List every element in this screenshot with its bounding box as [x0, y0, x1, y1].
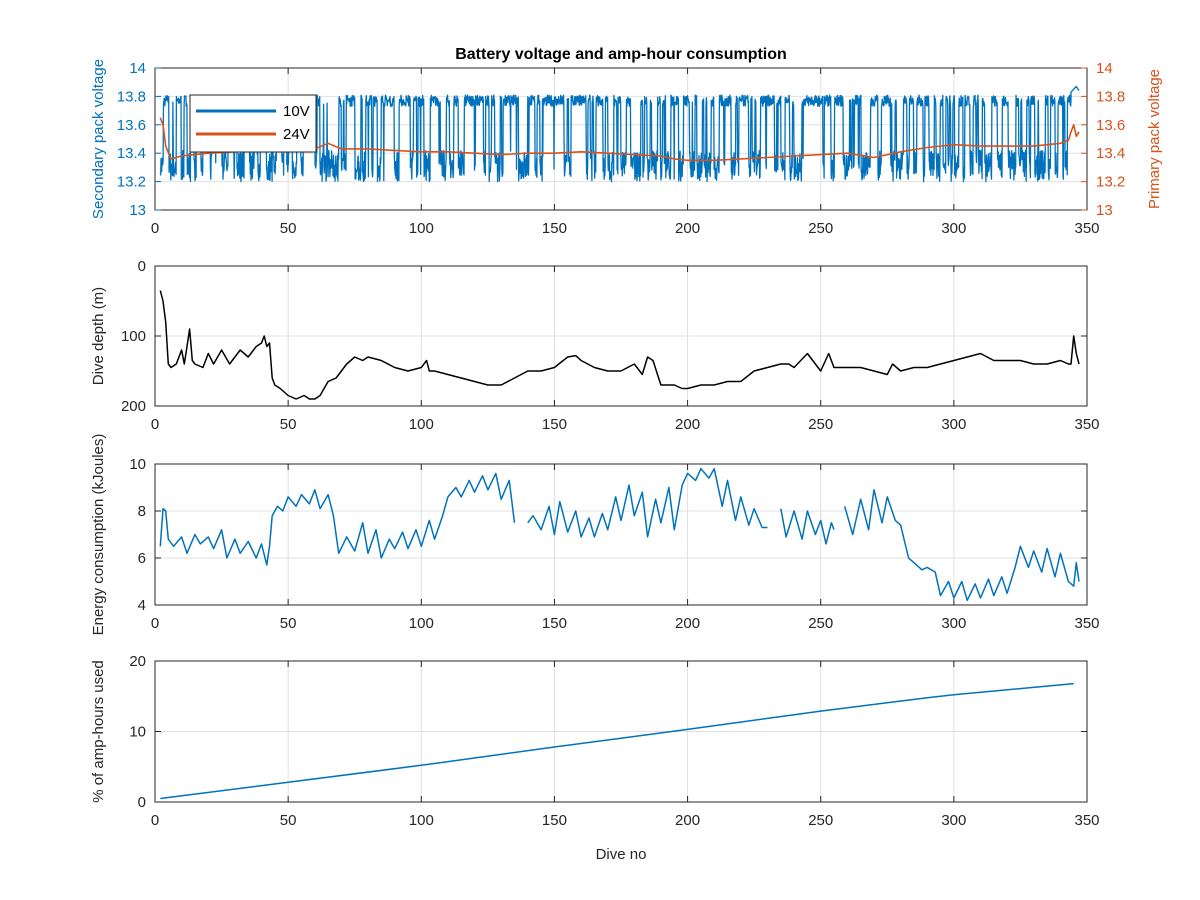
- depth-xtick-label: 100: [409, 416, 434, 433]
- energy-panel: 0 50 100 150 200 250 300 350 4 6 8 10 Energy consum…: [90, 434, 1100, 636]
- energy-ytick-label: 4: [138, 597, 146, 614]
- energy-grid: [155, 464, 1087, 605]
- amphours-xtick-label: 300: [941, 812, 966, 829]
- amphours-ytick-label: 20: [129, 653, 146, 670]
- depth-ytick-label: 100: [121, 328, 146, 345]
- voltage-ytick-right-label: 13: [1096, 202, 1113, 219]
- series-line-energy: [159, 467, 1080, 602]
- amphours-axis-label: % of amp-hours used: [90, 660, 107, 803]
- energy-ytick-label: 6: [138, 550, 146, 567]
- depth-xtick-label: 350: [1074, 416, 1099, 433]
- energy-series: [159, 467, 1080, 602]
- amphours-xtick-label: 0: [151, 812, 159, 829]
- legend-label-10v: 10V: [283, 103, 310, 120]
- voltage-ytick-label: 13.6: [117, 117, 146, 134]
- voltage-ytick-right-label: 13.4: [1096, 145, 1125, 162]
- primary-voltage-axis-label: Primary pack voltage: [1146, 69, 1163, 209]
- amphours-xtick-label: 50: [280, 812, 297, 829]
- depth-ytick-label: 0: [138, 258, 146, 275]
- voltage-xtick-label: 150: [542, 220, 567, 237]
- voltage-xtick-label: 250: [808, 220, 833, 237]
- amphours-grid: [155, 661, 1087, 802]
- depth-xtick-label: 150: [542, 416, 567, 433]
- energy-xtick-label: 200: [675, 615, 700, 632]
- legend-box: [189, 94, 317, 153]
- amphours-xtick-label: 250: [808, 812, 833, 829]
- voltage-legend: 10V 24V: [189, 94, 317, 153]
- amphours-panel: 0 50 100 150 200 250 300 350 0 10 20 % of amp-hour…: [90, 653, 1100, 863]
- voltage-xtick-label: 100: [409, 220, 434, 237]
- voltage-tick-labels: 0 50 100 150 200 250 300 3501313.213.413.613.81…: [117, 60, 1125, 237]
- depth-ytick-label: 200: [121, 398, 146, 415]
- voltage-xtick-label: 300: [941, 220, 966, 237]
- voltage-ytick-label: 13: [129, 202, 146, 219]
- energy-xtick-label: 250: [808, 615, 833, 632]
- energy-xtick-label: 100: [409, 615, 434, 632]
- voltage-ytick-label: 14: [129, 60, 146, 77]
- energy-xtick-label: 150: [542, 615, 567, 632]
- depth-xtick-label: 250: [808, 416, 833, 433]
- energy-ytick-label: 8: [138, 503, 146, 520]
- voltage-xtick-label: 350: [1074, 220, 1099, 237]
- voltage-axes-box: [154, 67, 1088, 211]
- energy-tick-labels: 0 50 100 150 200 250 300 350 4 6 8 10: [129, 456, 1099, 632]
- depth-xtick-label: 50: [280, 416, 297, 433]
- chart-title: Battery voltage and amp-hour consumption: [455, 46, 787, 63]
- voltage-ytick-label: 13.8: [117, 88, 146, 105]
- amphours-xtick-label: 350: [1074, 812, 1099, 829]
- secondary-voltage-axis-label: Secondary pack voltage: [90, 59, 107, 219]
- depth-xtick-label: 300: [941, 416, 966, 433]
- energy-axis-label: Energy consumption (kJoules): [90, 434, 107, 636]
- voltage-ytick-right-label: 13.8: [1096, 88, 1125, 105]
- energy-xtick-label: 350: [1074, 615, 1099, 632]
- depth-xtick-label: 0: [151, 416, 159, 433]
- energy-plot-area: [155, 464, 1087, 605]
- depth-axis-label: Dive depth (m): [90, 287, 107, 385]
- series-line-depth: [159, 290, 1080, 400]
- voltage-xtick-label: 50: [280, 220, 297, 237]
- voltage-ytick-right-label: 13.6: [1096, 117, 1125, 134]
- amphours-xtick-label: 150: [542, 812, 567, 829]
- legend-label-24v: 24V: [283, 126, 310, 143]
- series-line-amphours: [160, 682, 1074, 800]
- amphours-tick-labels: 0 50 100 150 200 250 300 350 0 10 20: [129, 653, 1099, 829]
- depth-panel: 0 50 100 150 200 250 300 350 0 100 200 Dive depth …: [90, 258, 1100, 433]
- amphours-ytick-label: 0: [138, 794, 146, 811]
- voltage-xtick-label: 0: [151, 220, 159, 237]
- amphours-series: [160, 682, 1074, 800]
- amphours-xtick-label: 200: [675, 812, 700, 829]
- amphours-xtick-label: 100: [409, 812, 434, 829]
- depth-grid: [155, 266, 1087, 406]
- depth-series: [159, 290, 1080, 400]
- depth-xtick-label: 200: [675, 416, 700, 433]
- energy-xtick-label: 0: [151, 615, 159, 632]
- voltage-panel: 0 50 100 150 200 250 300 3501313.213.413.613.81…: [90, 46, 1163, 237]
- amphours-ytick-label: 10: [129, 724, 146, 741]
- energy-ytick-label: 10: [129, 456, 146, 473]
- voltage-ytick-right-label: 13.2: [1096, 174, 1125, 191]
- energy-xtick-label: 50: [280, 615, 297, 632]
- voltage-ytick-right-label: 14: [1096, 60, 1113, 77]
- energy-xtick-label: 300: [941, 615, 966, 632]
- voltage-ytick-label: 13.2: [117, 174, 146, 191]
- voltage-ytick-label: 13.4: [117, 145, 146, 162]
- depth-tick-labels: 0 50 100 150 200 250 300 350 0 100 200: [121, 258, 1100, 433]
- voltage-xtick-label: 200: [675, 220, 700, 237]
- energy-axes-box: [154, 463, 1088, 606]
- dive-number-axis-label: Dive no: [596, 846, 647, 863]
